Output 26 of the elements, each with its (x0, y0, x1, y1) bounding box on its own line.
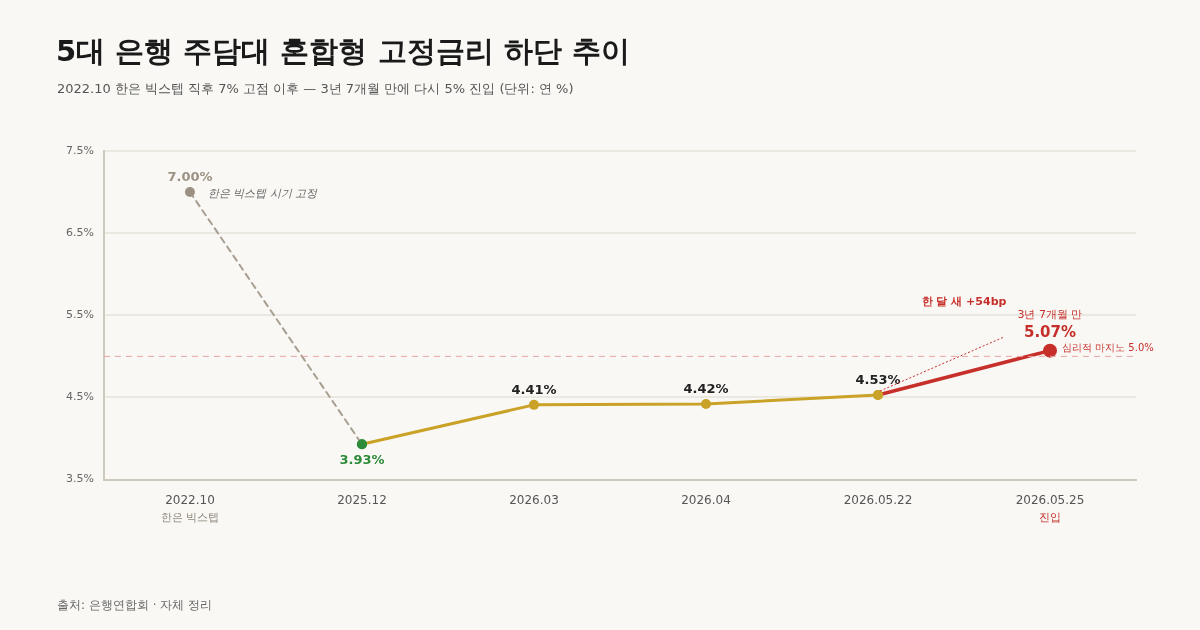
ref-line-label: 심리적 마지노 5.0% (1062, 341, 1154, 353)
x-tick-label: 2022.10 (165, 492, 215, 507)
data-label: 4.42% (683, 380, 729, 396)
x-tick-label: 2026.05.22 (843, 492, 913, 507)
y-tick-label: 5.5% (65, 308, 94, 322)
text: 한은 빅스텝 (160, 510, 220, 524)
text: 진입 (1039, 510, 1061, 524)
x-tick-label: 2026.05.25 (1015, 492, 1085, 507)
data-label: 4.53% (855, 371, 901, 387)
chart-subtitle: 2022.10 한은 빅스텝 직후 7% 고점 이후 — 3년 7개월 만에 다시 5% 진입 (단위: 연 %) (57, 80, 574, 98)
data-label: 3.93% (339, 452, 385, 468)
x-tick-label: 2026.04 (681, 492, 731, 507)
annotation: 3년 7개월 만 (1017, 307, 1083, 321)
y-tick-label: 3.5% (65, 472, 94, 486)
annotation: 한 달 새 +54bp (921, 295, 1007, 309)
x-tick-label: 2025.12 (337, 492, 387, 507)
source-note: 출처: 은행연합회 · 자체 정리 (57, 597, 213, 614)
y-tick-label: 7.5% (65, 143, 94, 157)
data-label: 5.07% (1023, 323, 1077, 342)
y-tick-label: 6.5% (65, 226, 94, 240)
x-tick-label: 2026.03 (509, 492, 559, 507)
data-label: 4.41% (511, 381, 557, 397)
annotation: 한은 빅스텝 시기 고정 (207, 186, 319, 200)
chart-title: 5대 은행 주담대 혼합형 고정금리 하단 추이 (56, 33, 630, 70)
data-label: 7.00% (167, 168, 213, 184)
y-tick-label: 4.5% (65, 390, 94, 404)
